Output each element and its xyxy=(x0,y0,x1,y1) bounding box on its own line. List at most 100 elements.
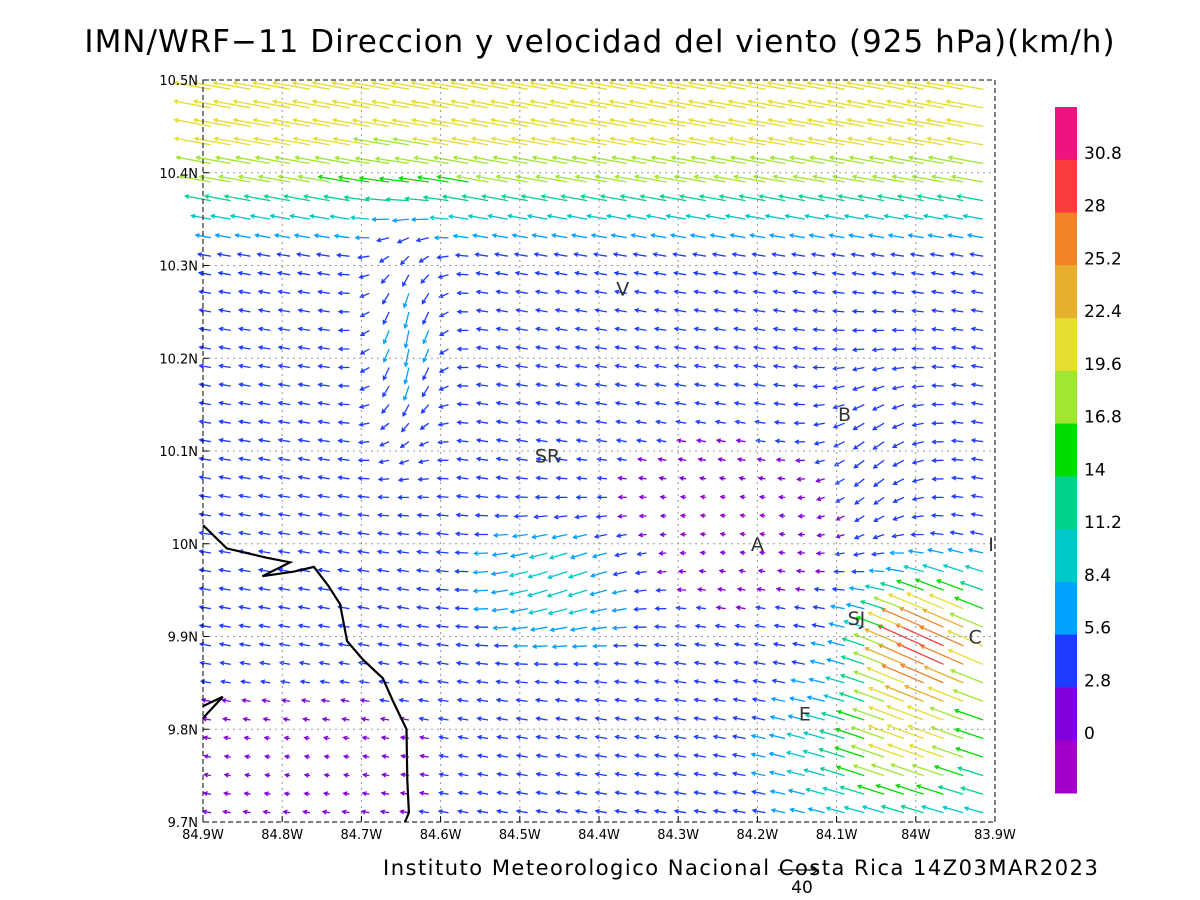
wind-vector xyxy=(342,754,350,760)
wind-vector xyxy=(456,809,469,815)
wind-vector xyxy=(257,345,271,351)
wind-vector xyxy=(218,586,231,592)
wind-vector xyxy=(450,80,489,90)
wind-vector xyxy=(593,661,607,667)
wind-vector xyxy=(341,716,350,722)
wind-vector xyxy=(337,642,350,647)
wind-vector xyxy=(952,689,984,703)
wind-vector xyxy=(513,661,528,667)
wind-vector xyxy=(777,494,786,500)
wind-vector xyxy=(589,589,608,597)
wind-vector xyxy=(812,327,825,333)
wind-vector xyxy=(846,117,885,128)
wind-vector xyxy=(397,494,409,500)
wind-vector xyxy=(733,345,746,351)
wind-vector xyxy=(752,363,766,369)
wind-vector xyxy=(554,400,568,406)
wind-vector xyxy=(416,623,429,629)
wind-vector xyxy=(753,382,766,388)
wind-vector xyxy=(772,326,786,332)
wind-vector xyxy=(852,404,865,411)
wind-vector xyxy=(911,365,924,371)
wind-vector xyxy=(767,117,806,128)
wind-vector xyxy=(531,155,568,165)
x-tick-label: 84.5W xyxy=(499,828,541,843)
wind-vector xyxy=(879,581,905,591)
wind-vector xyxy=(931,420,944,426)
wind-vector xyxy=(495,475,508,481)
wind-vector xyxy=(379,716,390,722)
wind-vector xyxy=(490,136,528,146)
colorbar-label: 5.6 xyxy=(1084,619,1111,639)
wind-vector xyxy=(922,213,944,220)
wind-vector xyxy=(376,549,390,555)
wind-vector xyxy=(871,174,905,183)
wind-vector xyxy=(435,549,449,555)
wind-vector xyxy=(714,623,726,629)
wind-vector xyxy=(747,80,786,90)
wind-vector xyxy=(736,586,746,592)
wind-vector xyxy=(949,668,984,684)
wind-vector xyxy=(291,117,330,128)
wind-vector xyxy=(792,401,805,407)
wind-vector xyxy=(633,270,647,276)
wind-vector xyxy=(872,422,885,431)
wind-vector xyxy=(277,567,291,573)
wind-vector xyxy=(218,307,231,313)
wind-vector xyxy=(375,237,390,243)
wind-vector xyxy=(382,292,390,305)
y-tick-label: 10N xyxy=(172,538,198,553)
wind-vector xyxy=(887,743,924,758)
wind-vector xyxy=(665,213,687,220)
wind-vector xyxy=(588,99,627,109)
wind-vector xyxy=(937,785,964,795)
wind-vector xyxy=(732,326,746,332)
wind-vector xyxy=(277,419,291,425)
wind-vector xyxy=(198,641,212,647)
wind-vector xyxy=(738,568,746,574)
wind-vector xyxy=(967,547,984,554)
wind-vector xyxy=(788,233,806,239)
wind-vector xyxy=(923,665,964,684)
wind-vector xyxy=(422,311,430,326)
wind-vector xyxy=(452,155,489,165)
wind-vector xyxy=(970,475,984,481)
wind-vector xyxy=(873,496,885,505)
wind-vector xyxy=(824,676,845,684)
wind-vector xyxy=(198,363,212,369)
wind-vector xyxy=(619,194,647,202)
wind-vector xyxy=(222,716,231,722)
wind-vector xyxy=(654,606,667,612)
wind-vector xyxy=(777,550,786,556)
colorbar-label: 22.4 xyxy=(1084,302,1122,322)
wind-vector xyxy=(534,307,548,313)
wind-vector xyxy=(835,533,845,539)
wind-vector xyxy=(195,155,231,165)
wind-vector xyxy=(554,494,568,500)
wind-vector xyxy=(906,705,944,721)
wind-vector xyxy=(317,363,330,369)
wind-vector xyxy=(218,604,231,610)
wind-vector xyxy=(717,457,726,463)
wind-vector xyxy=(490,589,509,595)
wind-vector xyxy=(854,515,865,523)
wind-vector xyxy=(589,608,608,614)
wind-vector xyxy=(692,270,707,276)
wind-vector xyxy=(785,750,806,758)
wind-vector xyxy=(832,403,845,410)
wind-vector xyxy=(413,155,449,165)
wind-vector xyxy=(732,174,766,183)
colorbar-segment xyxy=(1055,476,1077,530)
wind-vector xyxy=(633,307,647,313)
wind-vector xyxy=(633,790,647,796)
wind-vector xyxy=(866,117,905,128)
wind-vector xyxy=(474,512,489,518)
wind-vector xyxy=(839,673,865,684)
wind-vector xyxy=(359,366,370,373)
wind-vector xyxy=(811,622,825,628)
wind-vector xyxy=(615,419,627,425)
wind-vector xyxy=(264,772,271,778)
wind-vector xyxy=(633,771,647,777)
wind-vector xyxy=(258,642,271,647)
wind-vector xyxy=(633,679,647,685)
